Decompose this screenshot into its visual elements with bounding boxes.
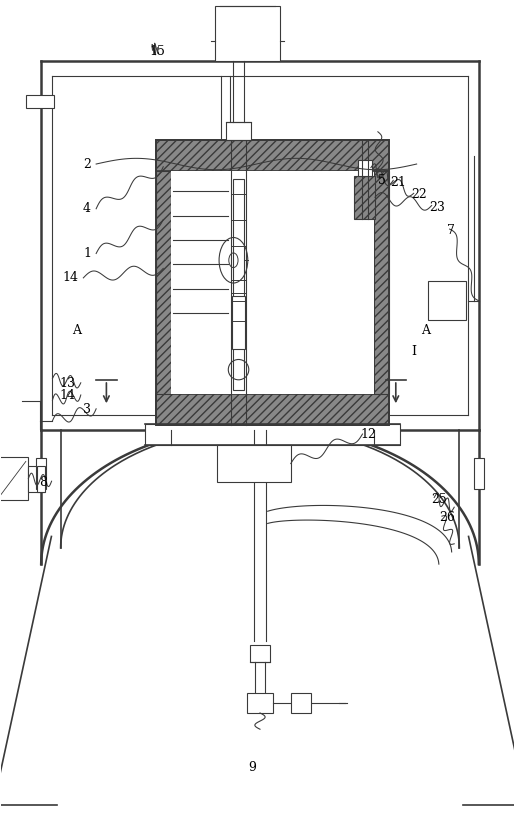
Bar — [145, 424, 400, 446]
Bar — [216, 446, 291, 482]
Bar — [156, 140, 389, 425]
Text: 23: 23 — [429, 201, 445, 214]
Bar — [0, 458, 28, 499]
Text: I: I — [411, 344, 416, 357]
Text: 26: 26 — [439, 512, 455, 525]
Bar — [247, 693, 273, 713]
Text: 1: 1 — [83, 247, 91, 260]
Bar — [37, 466, 45, 491]
Text: 12: 12 — [360, 428, 376, 441]
Text: 22: 22 — [411, 188, 427, 202]
Bar — [474, 459, 484, 490]
Bar — [156, 394, 389, 425]
Bar — [28, 466, 44, 491]
Bar — [357, 160, 372, 175]
Text: 5: 5 — [378, 174, 386, 187]
Bar — [250, 645, 270, 662]
Text: 13: 13 — [60, 377, 76, 390]
Text: 4: 4 — [83, 202, 91, 215]
Text: 14: 14 — [62, 272, 78, 285]
Bar — [233, 179, 244, 390]
Text: 15: 15 — [150, 46, 165, 58]
Bar — [171, 171, 374, 394]
Text: 21: 21 — [391, 176, 406, 189]
Bar — [374, 171, 389, 394]
Text: 3: 3 — [83, 403, 91, 416]
Bar — [215, 7, 280, 61]
Text: 14: 14 — [60, 389, 76, 402]
Bar — [427, 282, 466, 321]
Bar — [226, 122, 251, 140]
Text: 2: 2 — [83, 157, 91, 171]
Text: 9: 9 — [248, 761, 256, 774]
Bar — [156, 171, 171, 394]
Text: 25: 25 — [432, 493, 448, 506]
Bar — [26, 95, 54, 108]
Text: 7: 7 — [447, 224, 455, 237]
Text: A: A — [72, 324, 81, 337]
Bar — [232, 296, 245, 349]
Text: A: A — [421, 324, 431, 337]
Bar — [354, 175, 375, 219]
Bar — [291, 693, 311, 713]
Text: 8: 8 — [40, 477, 47, 490]
Bar — [156, 140, 389, 425]
Bar — [36, 459, 46, 490]
Bar — [156, 140, 389, 171]
